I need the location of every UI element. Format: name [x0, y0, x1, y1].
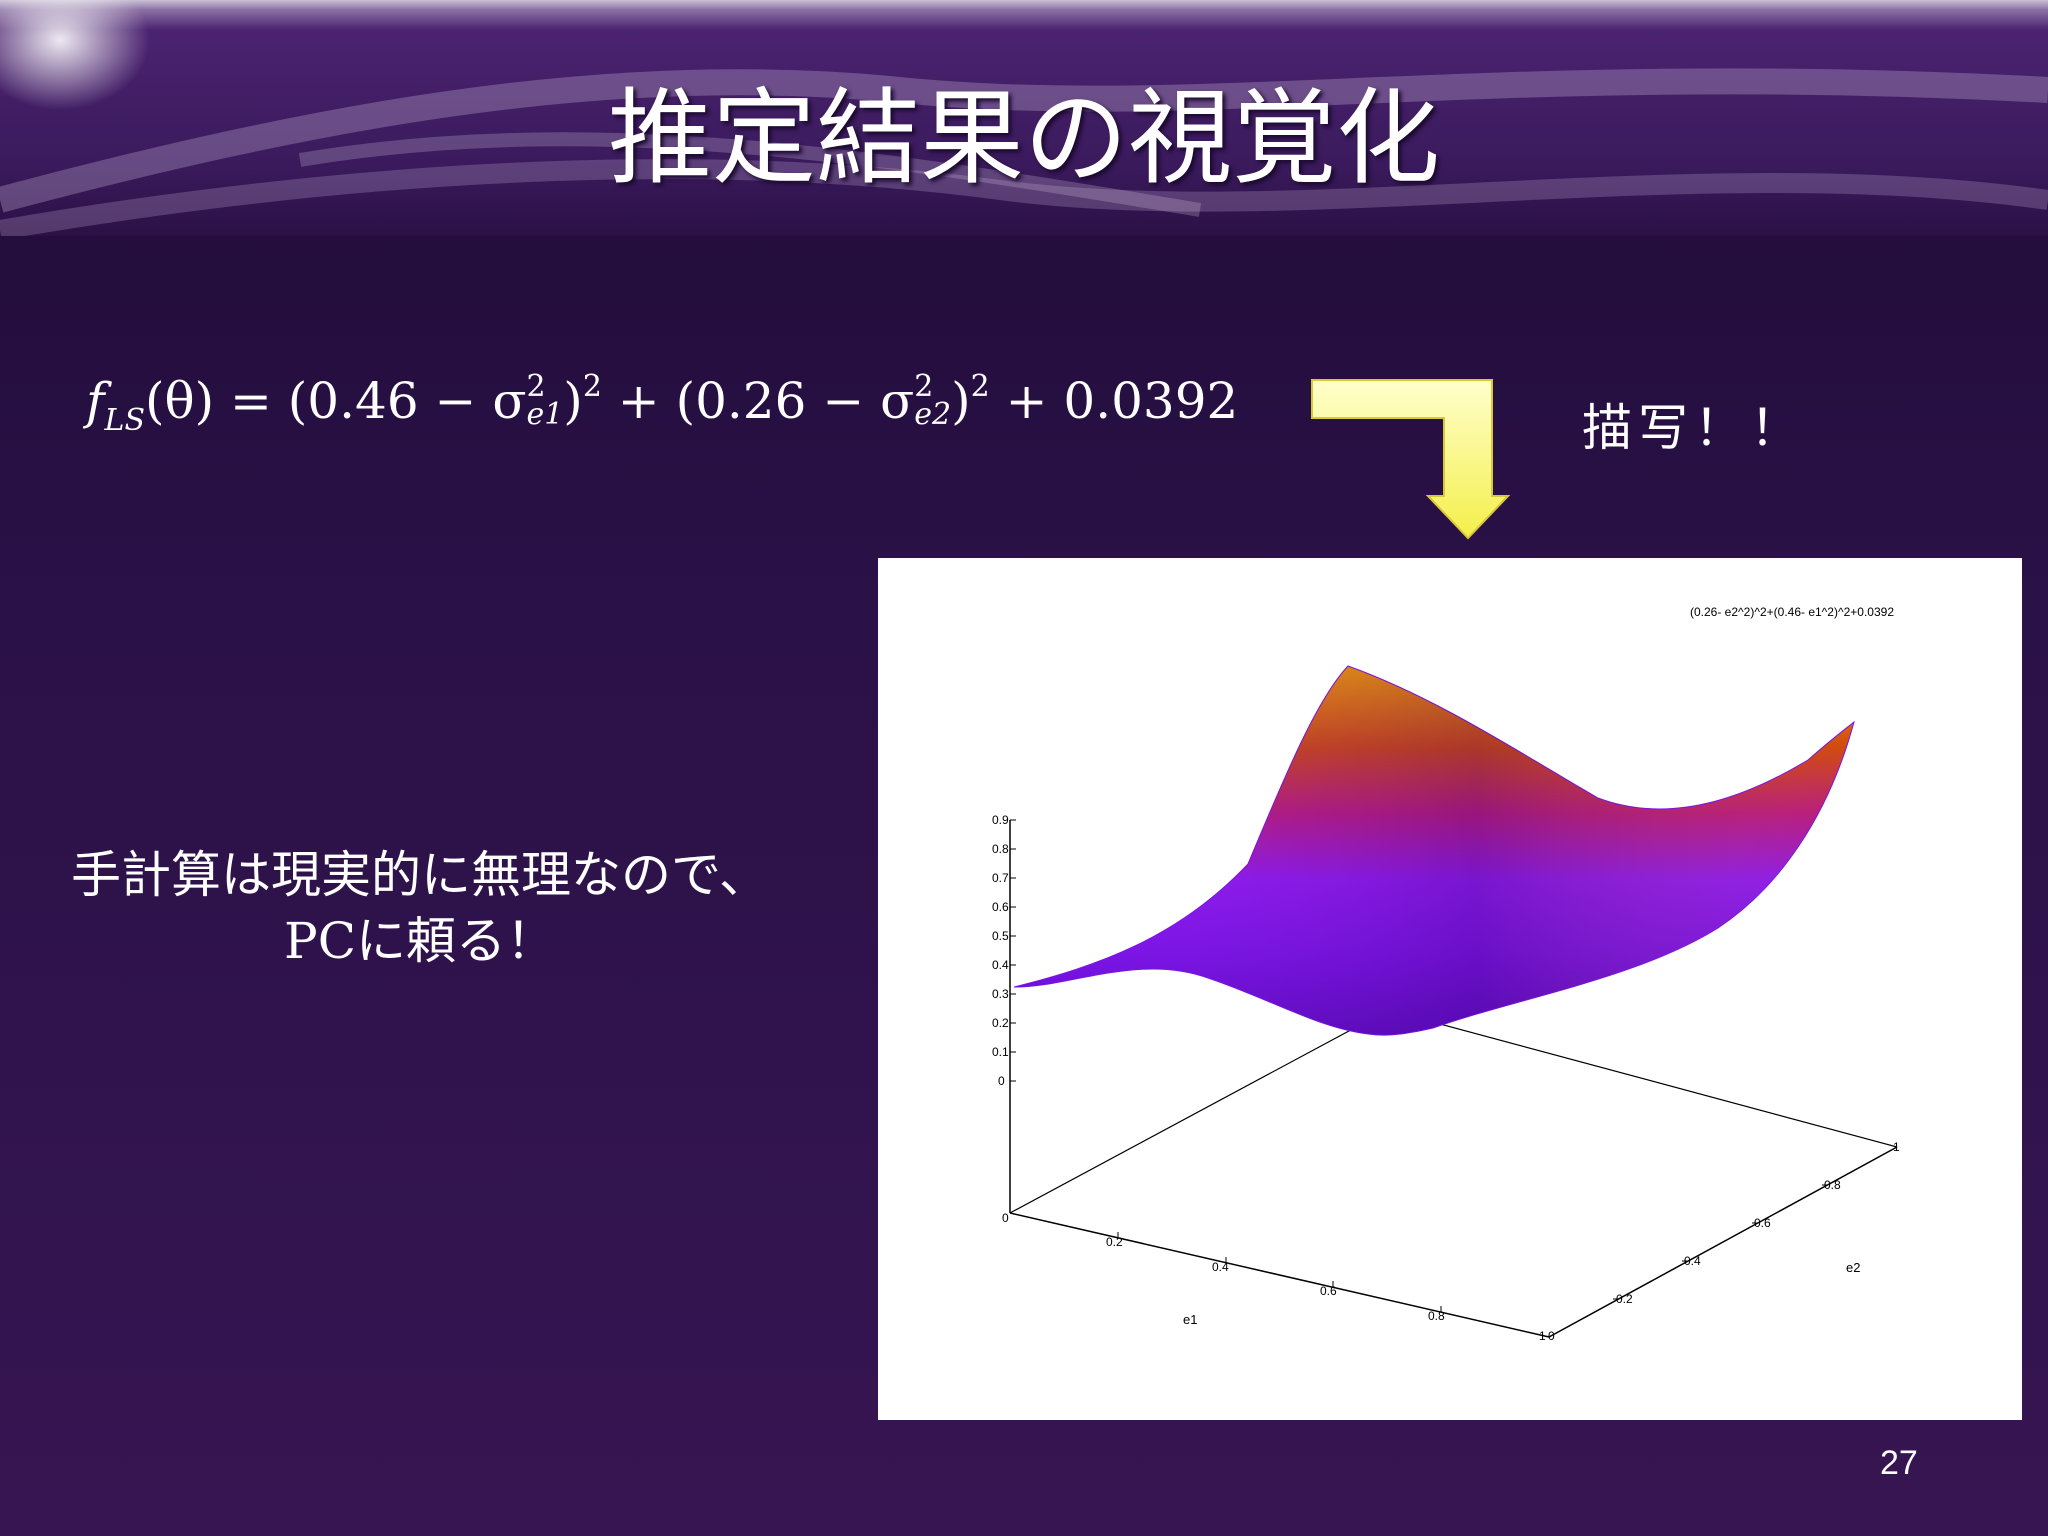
e1-tick-label: 0.8 — [1428, 1309, 1445, 1323]
note-line-2: PCに頼る！ — [284, 912, 556, 970]
page-title: 推定結果の視覚化 — [607, 77, 1440, 199]
plot-legend: (0.26- e2^2)^2+(0.46- e1^2)^2+0.0392 — [1690, 605, 1894, 619]
slide-header: 推定結果の視覚化 — [0, 0, 2048, 236]
formula-pow1: 2 — [582, 369, 602, 404]
formula-term2-sup: 2 — [914, 369, 934, 404]
surface-mesh — [1013, 665, 1855, 1036]
bent-arrow-icon — [1311, 379, 1511, 540]
draw-label: 描写！！ — [1582, 399, 1806, 457]
e1-axis: 0 0.2 0.4 0.6 0.8 1 e1 — [1002, 1211, 1546, 1343]
formula-end: ) — [951, 372, 971, 430]
z-tick-label: 0.5 — [992, 929, 1009, 943]
page-number: 27 — [1880, 1444, 1918, 1482]
e2-tick-label: 0 — [1548, 1329, 1555, 1343]
binary-wave-decoration — [0, 0, 2048, 236]
z-tick-label: 0.9 — [992, 813, 1009, 827]
z-tick-label: 0.3 — [992, 987, 1009, 1001]
base-plane — [1009, 1009, 1898, 1338]
formula-pow2: 2 — [970, 369, 990, 404]
z-axis: 0.9 0.8 0.7 0.6 0.5 0.4 0.3 0.2 0.1 0 — [992, 813, 1016, 1088]
z-tick-label: 0.4 — [992, 958, 1009, 972]
z-tick-label: 0.6 — [992, 900, 1009, 914]
e2-tick-label: 1 — [1893, 1140, 1900, 1154]
e1-tick-label: 0.4 — [1212, 1260, 1229, 1274]
z-tick-label: 0.2 — [992, 1016, 1009, 1030]
formula-term1-sup: 2 — [526, 369, 546, 404]
e1-axis-label: e1 — [1183, 1312, 1197, 1327]
note-line-1: 手計算は現実的に無理なので、 — [71, 846, 769, 904]
formula-mid2: + (0.26 − σ — [601, 372, 915, 430]
e2-axis-label: e2 — [1846, 1260, 1860, 1275]
e1-tick-label: 0 — [1002, 1211, 1009, 1225]
e2-tick-label: 0.6 — [1754, 1216, 1771, 1230]
least-squares-formula: fLS(θ) = (0.46 − σ 2 e1)2 + (0.26 − σ 2 e2)2… — [86, 352, 1238, 438]
z-tick-label: 0.8 — [992, 842, 1009, 856]
surface-plot-panel: (0.26- e2^2)^2+(0.46- e1^2)^2+0.0392 0.9… — [878, 558, 2022, 1420]
e2-tick-label: 0.8 — [1824, 1178, 1841, 1192]
formula-term1-indices: 2 e1 — [526, 369, 564, 432]
e2-tick-label: 0.2 — [1616, 1292, 1633, 1306]
formula-term2-indices: 2 e2 — [914, 369, 952, 432]
surface-plot: (0.26- e2^2)^2+(0.46- e1^2)^2+0.0392 0.9… — [992, 605, 1900, 1343]
note-text: 手計算は現実的に無理なので、 PCに頼る！ — [40, 842, 800, 974]
z-tick-label: 0.7 — [992, 871, 1009, 885]
formula-term2-sub: e2 — [914, 397, 952, 432]
formula-lhs-subscript: LS — [104, 403, 145, 438]
e2-axis: 0 0.2 0.4 0.6 0.8 1 e2 — [1548, 1140, 1900, 1343]
formula-tail: + 0.0392 — [989, 372, 1239, 430]
formula-term1-sub: e1 — [526, 397, 564, 432]
e1-tick-label: 1 — [1539, 1329, 1546, 1343]
e1-tick-label: 0.6 — [1320, 1284, 1337, 1298]
z-tick-label: 0.1 — [992, 1045, 1009, 1059]
formula-arg: (θ) = (0.46 − σ — [145, 372, 527, 430]
e2-tick-label: 0.4 — [1684, 1254, 1701, 1268]
formula-mid: ) — [563, 372, 583, 430]
formula-lhs: f — [86, 372, 105, 430]
e1-tick-label: 0.2 — [1106, 1235, 1123, 1249]
z-tick-label: 0 — [998, 1074, 1005, 1088]
